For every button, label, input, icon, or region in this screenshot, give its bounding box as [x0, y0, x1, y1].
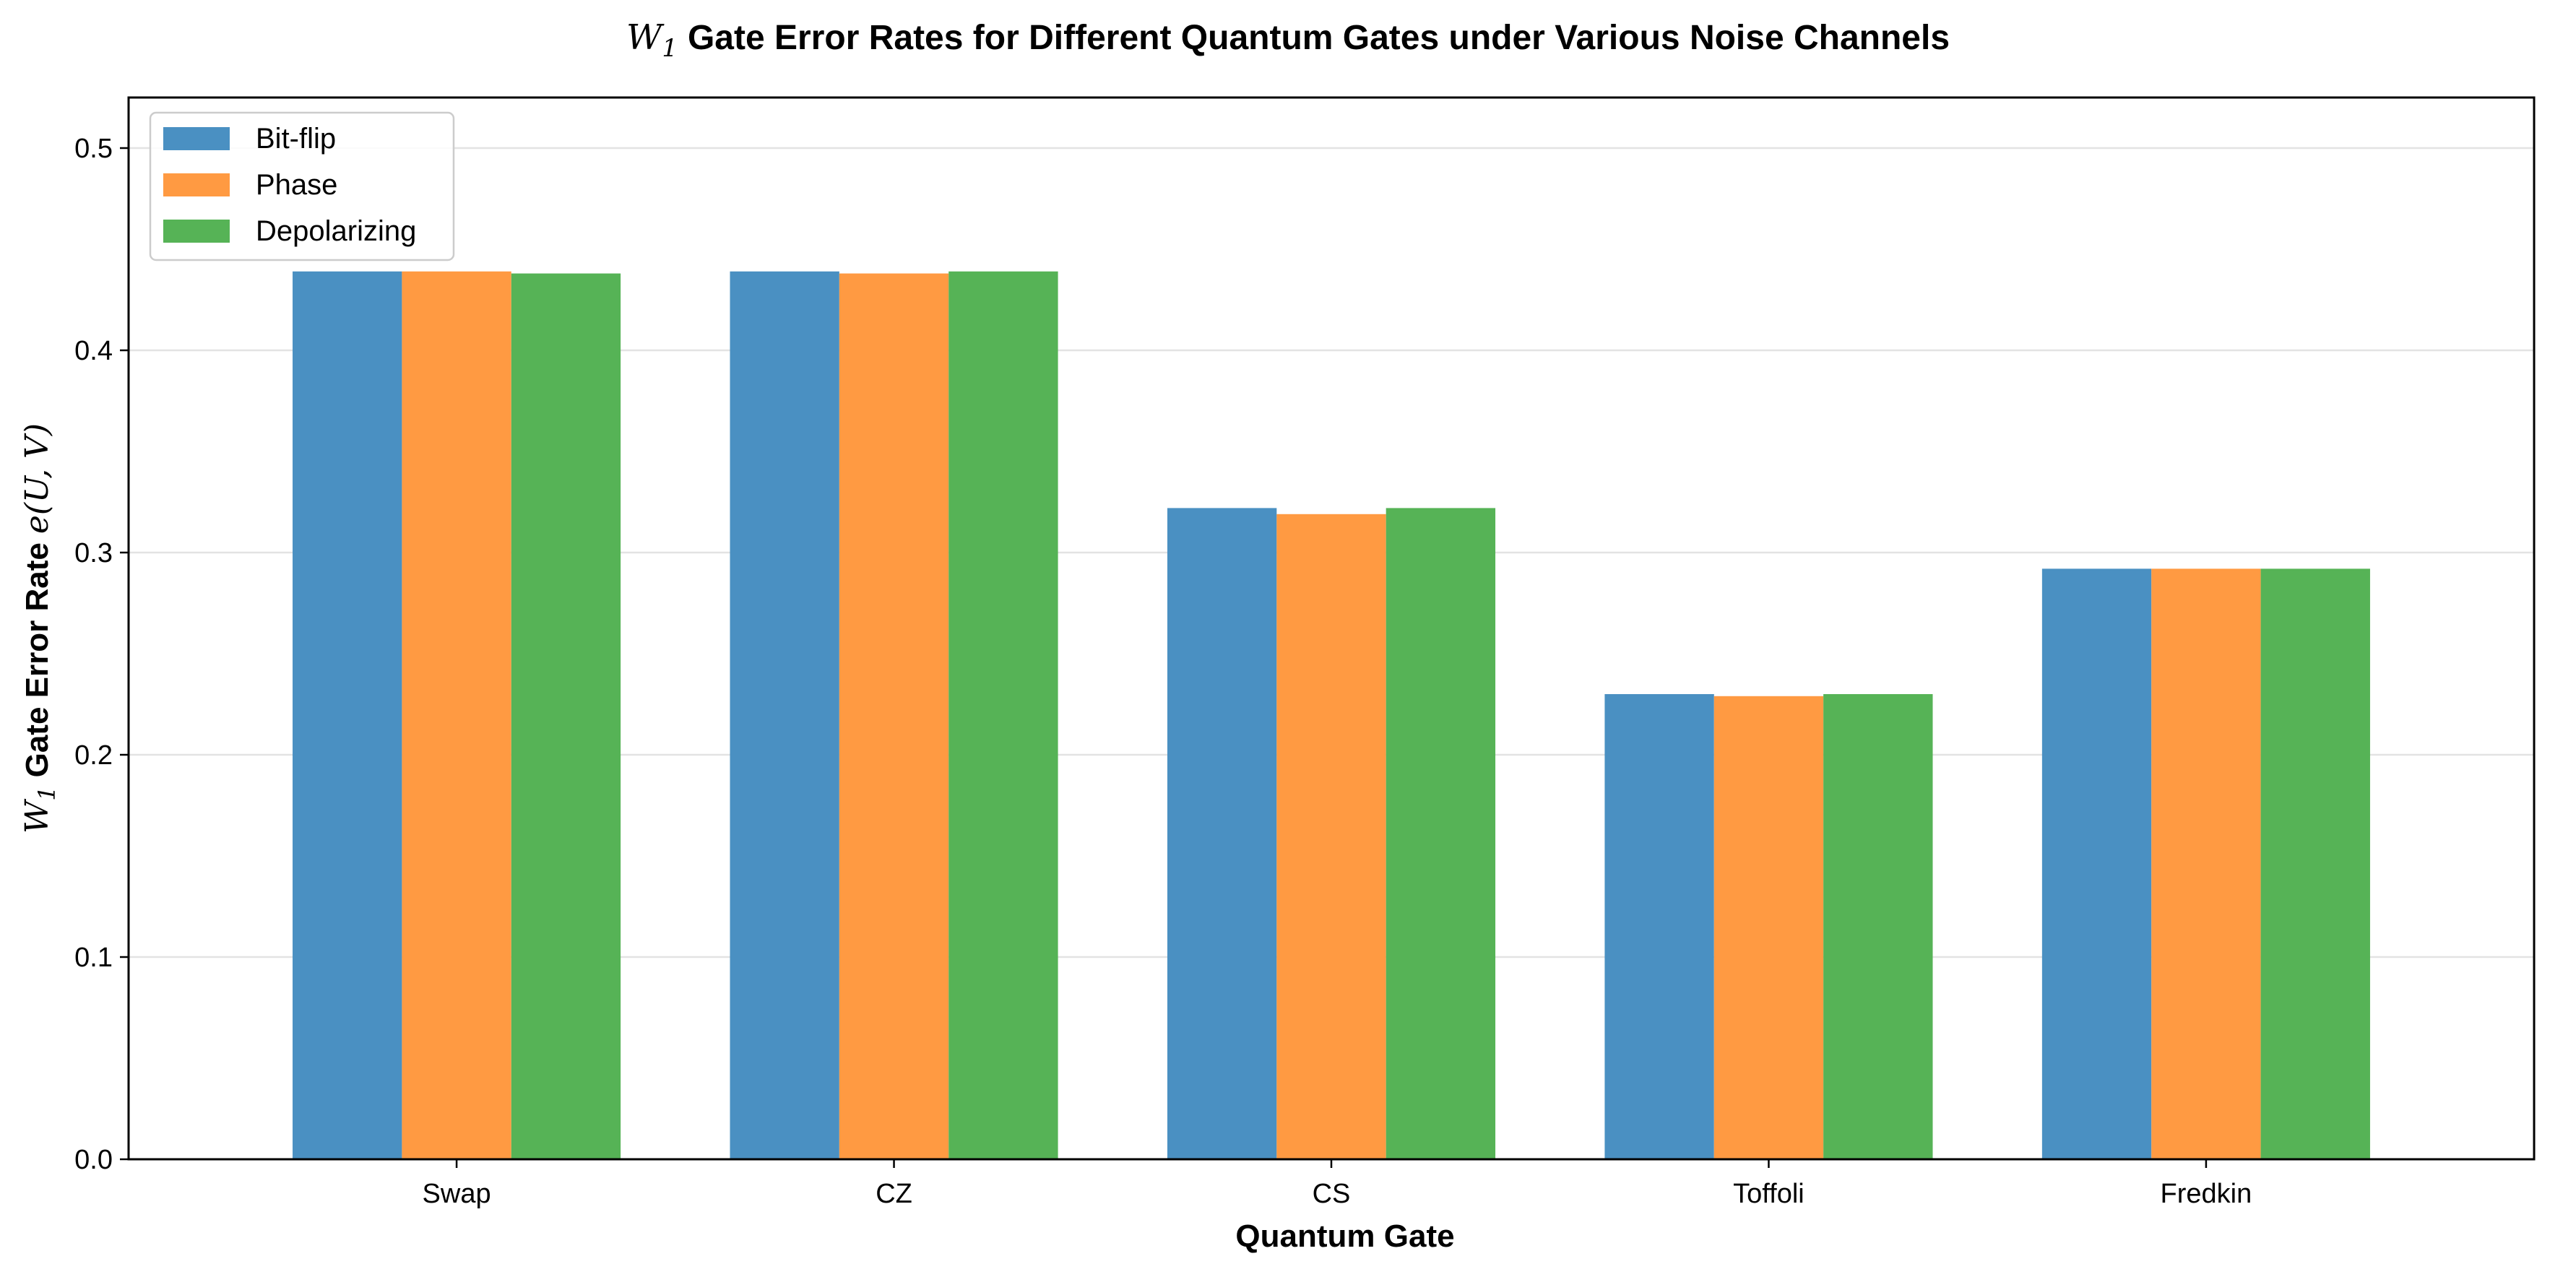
bar-phase-cs — [1276, 514, 1386, 1159]
x-tick-label: Fredkin — [2161, 1179, 2252, 1209]
y-tick-label: 0.4 — [74, 336, 113, 366]
legend-swatch — [163, 173, 230, 196]
x-axis-label: Quantum Gate — [1235, 1218, 1454, 1254]
legend-label: Depolarizing — [256, 215, 416, 247]
x-axis-ticks: Swap CZ CS Toffoli Fredkin — [423, 1159, 2252, 1209]
y-axis-label: W1 Gate Error Rate e(U, V) — [19, 423, 61, 834]
y-axis-ticks: 0.0 0.1 0.2 0.3 0.4 0.5 — [74, 134, 129, 1175]
y-label-math: e(U, V) — [19, 423, 56, 534]
bar-phase-fredkin — [2151, 568, 2261, 1159]
title-symbol: W — [626, 17, 665, 58]
y-tick-label: 0.0 — [74, 1145, 113, 1175]
legend: Bit-flip Phase Depolarizing — [149, 111, 455, 261]
y-tick-label: 0.2 — [74, 740, 113, 771]
y-tick-label: 0.1 — [74, 943, 113, 973]
bar-bit-flip-fredkin — [2041, 568, 2152, 1159]
bar-bit-flip-cz — [730, 271, 839, 1159]
bar-depolarizing-toffoli — [1823, 694, 1933, 1159]
title-text: Gate Error Rates for Different Quantum G… — [688, 19, 1950, 57]
x-tick-label: Swap — [423, 1179, 491, 1209]
y-tick-label: 0.5 — [74, 134, 113, 164]
x-tick-label: CS — [1313, 1179, 1351, 1209]
legend-swatch — [163, 220, 230, 243]
chart-title: W1 Gate Error Rates for Different Quantum… — [626, 17, 1950, 63]
x-tick-label: CZ — [876, 1179, 912, 1209]
bar-depolarizing-cs — [1386, 508, 1496, 1159]
legend-label: Phase — [256, 169, 337, 201]
bar-depolarizing-cz — [948, 271, 1058, 1159]
bar-depolarizing-swap — [511, 273, 621, 1160]
bars-group — [293, 271, 2370, 1160]
y-axis-label-group: W1 Gate Error Rate e(U, V) — [19, 423, 61, 834]
y-tick-label: 0.3 — [74, 538, 113, 568]
bar-phase-swap — [402, 271, 511, 1159]
y-label-text: Gate Error Rate — [20, 542, 55, 777]
x-tick-label: Toffoli — [1733, 1179, 1805, 1209]
bar-phase-cz — [839, 273, 949, 1160]
bar-phase-toffoli — [1713, 696, 1824, 1159]
bar-bit-flip-swap — [293, 271, 402, 1159]
bar-depolarizing-fredkin — [2260, 568, 2370, 1159]
bar-bit-flip-toffoli — [1604, 694, 1714, 1159]
legend-swatch — [163, 127, 230, 150]
y-label-symbol: W — [19, 798, 56, 834]
legend-label: Bit-flip — [256, 123, 336, 155]
title-subscript: 1 — [662, 34, 678, 63]
bar-bit-flip-cs — [1167, 508, 1277, 1159]
y-label-subscript: 1 — [33, 786, 61, 800]
